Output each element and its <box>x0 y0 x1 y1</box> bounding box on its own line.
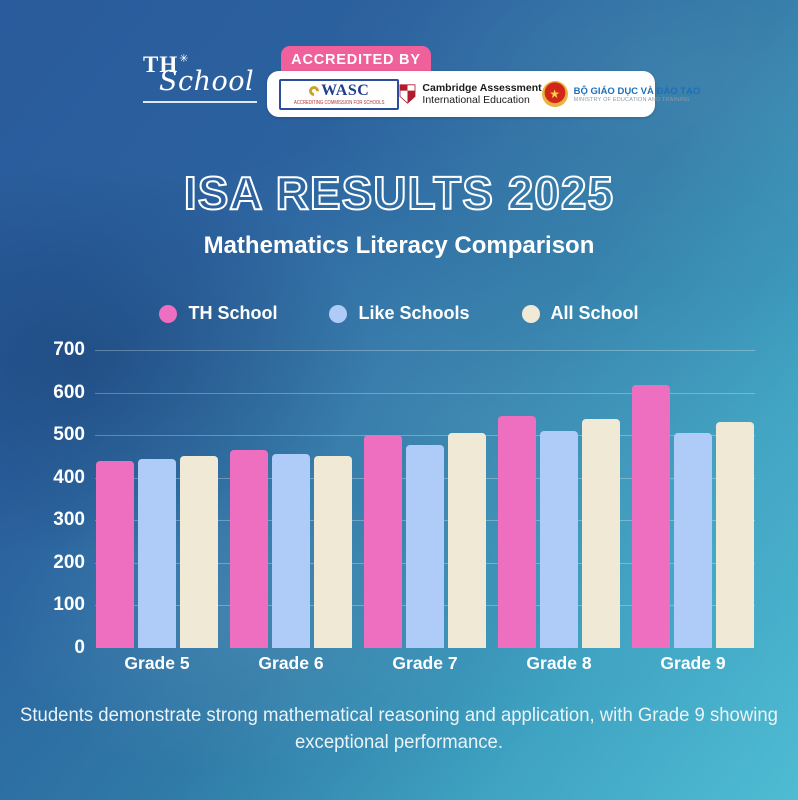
page-subtitle: Mathematics Literacy Comparison <box>203 232 595 259</box>
bars-grade-5 <box>95 350 219 648</box>
y-tick-300: 300 <box>53 509 85 531</box>
bar-groups: Grade 5 Grade 6 Grade 7 Grade 8 Grade 9 <box>95 350 755 680</box>
moet-logo: ★ BỘ GIÁO DỤC VÀ ĐÀO TẠO MINISTRY OF EDU… <box>541 81 701 107</box>
bar-group-grade-8: Grade 8 <box>497 350 621 680</box>
y-tick-100: 100 <box>53 594 85 616</box>
y-tick-500: 500 <box>53 424 85 446</box>
caption-line-1: Students demonstrate strong mathematical… <box>20 704 778 726</box>
logo-underline <box>143 101 257 103</box>
th-school-logo-top: TH✳ <box>143 52 265 78</box>
bar-like-schools-grade-8 <box>540 430 578 648</box>
gridline-700 <box>95 350 755 351</box>
x-tick-grade-9: Grade 9 <box>660 652 726 673</box>
bar-like-schools-grade-6 <box>272 454 310 648</box>
cambridge-shield-icon <box>399 84 416 104</box>
legend-dot-icon <box>521 304 540 323</box>
legend-label: Like Schools <box>358 303 470 323</box>
bars-grade-6 <box>229 350 353 648</box>
y-axis: 0 100 200 300 400 500 600 700 <box>40 339 85 658</box>
cambridge-logo-text: Cambridge Assessment International Educa… <box>422 82 542 106</box>
moet-emblem-icon: ★ <box>541 81 568 107</box>
bar-group-grade-5: Grade 5 <box>95 350 219 680</box>
y-tick-600: 600 <box>53 381 85 403</box>
cambridge-logo: Cambridge Assessment International Educa… <box>399 82 542 106</box>
bar-all-school-grade-8 <box>582 419 620 648</box>
bar-group-grade-9: Grade 9 <box>631 350 755 680</box>
gridline-500 <box>95 435 755 437</box>
gridline-600 <box>95 392 755 394</box>
y-tick-400: 400 <box>53 466 85 488</box>
bar-th-school-grade-5 <box>96 460 134 648</box>
legend-item-th-school: TH School <box>159 303 277 324</box>
bar-like-schools-grade-7 <box>406 444 444 648</box>
wasc-logo-caption: ACCREDITING COMMISSION FOR SCHOOLS <box>293 99 385 106</box>
bar-chart: 0 100 200 300 400 500 600 700 Grade 5 Grade 6 Gra… <box>40 339 760 686</box>
page-title: ISA RESULTS 2025 <box>183 166 615 220</box>
accredited-by-badge: ACCREDITED BY <box>281 46 431 73</box>
th-logo-script: School <box>159 66 255 97</box>
th-logo-text: TH <box>143 52 179 77</box>
plot-area: Grade 5 Grade 6 Grade 7 Grade 8 Grade 9 <box>95 350 755 673</box>
bars-grade-7 <box>363 350 487 648</box>
chart-legend: TH School Like Schools All School <box>0 303 798 324</box>
legend-item-all-school: All School <box>521 303 639 324</box>
caption-line-2: exceptional performance. <box>294 730 504 753</box>
wasc-logo-text: WASC <box>321 81 370 99</box>
legend-label: TH School <box>188 303 278 323</box>
bar-th-school-grade-7 <box>364 435 402 648</box>
th-school-logo: TH✳ School <box>143 52 265 103</box>
sparkle-icon: ✳ <box>179 53 189 65</box>
y-tick-200: 200 <box>53 551 85 573</box>
bar-all-school-grade-9 <box>716 422 754 648</box>
bar-like-schools-grade-5 <box>138 458 176 648</box>
bars-grade-8 <box>497 350 621 648</box>
bars-grade-9 <box>631 350 755 648</box>
bar-group-grade-6: Grade 6 <box>229 350 353 680</box>
wasc-logo-row: WASC <box>307 81 370 100</box>
legend-dot-icon <box>159 304 178 323</box>
bar-th-school-grade-6 <box>230 450 268 648</box>
accreditation-logos-panel: WASC ACCREDITING COMMISSION FOR SCHOOLS … <box>267 71 700 117</box>
legend-item-like-schools: Like Schools <box>329 303 470 324</box>
moet-logo-text: BỘ GIÁO DỤC VÀ ĐÀO TẠO MINISTRY OF EDUCA… <box>573 85 701 103</box>
bar-all-school-grade-7 <box>448 433 486 648</box>
bar-all-school-grade-5 <box>180 456 218 648</box>
x-tick-grade-6: Grade 6 <box>258 652 324 673</box>
x-tick-grade-8: Grade 8 <box>526 652 592 673</box>
legend-dot-icon <box>329 304 348 323</box>
bar-th-school-grade-9 <box>632 384 670 648</box>
caption: Students demonstrate strong mathematical… <box>20 702 778 756</box>
bar-th-school-grade-8 <box>498 416 536 648</box>
x-tick-grade-5: Grade 5 <box>124 652 190 673</box>
bar-like-schools-grade-9 <box>674 433 712 648</box>
bar-group-grade-7: Grade 7 <box>363 350 487 680</box>
wasc-crescent-icon <box>307 83 322 98</box>
bar-all-school-grade-6 <box>314 456 352 648</box>
legend-label: All School <box>550 303 639 323</box>
y-tick-0: 0 <box>74 637 85 658</box>
wasc-logo: WASC ACCREDITING COMMISSION FOR SCHOOLS <box>279 78 400 110</box>
star-icon: ★ <box>549 86 561 101</box>
y-tick-700: 700 <box>53 339 85 360</box>
x-tick-grade-7: Grade 7 <box>392 652 458 673</box>
